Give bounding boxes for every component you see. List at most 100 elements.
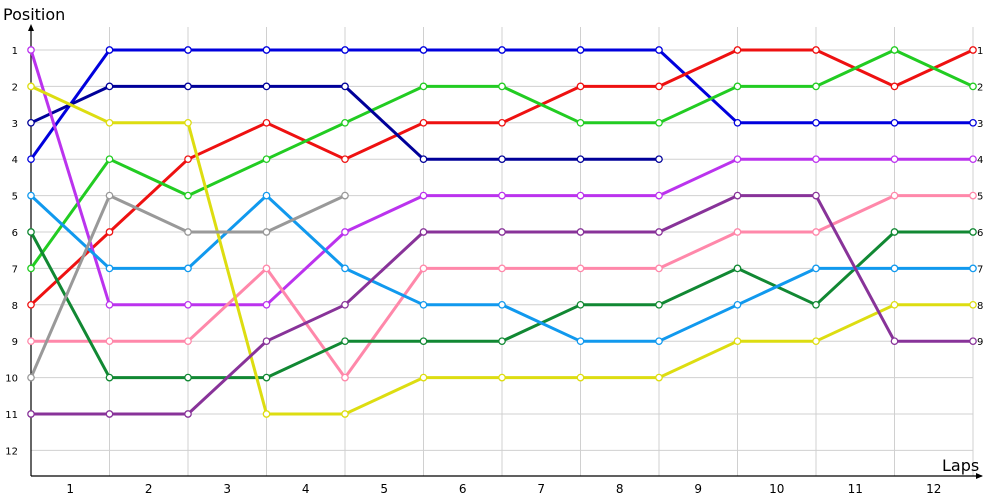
- data-point: [655, 300, 663, 309]
- data-point: [341, 191, 349, 200]
- y-tick-label: 11: [5, 410, 18, 421]
- data-point: [419, 191, 428, 200]
- data-point: [576, 191, 585, 200]
- x-tick-label: 3: [223, 482, 231, 496]
- data-point: [812, 300, 820, 309]
- data-point: [655, 373, 663, 382]
- data-point: [498, 264, 506, 273]
- data-point: [655, 228, 663, 236]
- data-point: [733, 46, 742, 54]
- data-point: [419, 118, 428, 127]
- y-tick-label: 9: [12, 337, 18, 348]
- series: [27, 46, 977, 418]
- data-point: [890, 46, 899, 54]
- data-point: [341, 228, 349, 236]
- data-point: [184, 337, 192, 346]
- data-point: [812, 191, 820, 200]
- data-point: [576, 155, 585, 164]
- right-y-tick-label: 9: [977, 337, 983, 348]
- data-point: [27, 118, 35, 127]
- x-tick-label: 12: [926, 482, 941, 496]
- data-point: [262, 228, 271, 236]
- data-point: [184, 410, 192, 418]
- series-3: [27, 46, 977, 273]
- data-point: [812, 228, 820, 236]
- series-8: [27, 191, 977, 346]
- data-point: [262, 155, 271, 164]
- right-y-tick-label: 4: [977, 155, 983, 166]
- data-point: [27, 337, 35, 346]
- x-tick-label: 10: [769, 482, 784, 496]
- data-point: [341, 82, 349, 91]
- data-point: [969, 155, 977, 164]
- data-point: [812, 155, 820, 164]
- y-tick-label: 8: [12, 301, 18, 312]
- data-point: [576, 82, 585, 91]
- data-point: [419, 228, 428, 236]
- data-point: [262, 410, 271, 418]
- x-tick-label: 8: [616, 482, 624, 496]
- data-point: [733, 264, 742, 273]
- data-point: [969, 264, 977, 273]
- data-point: [341, 410, 349, 418]
- data-point: [105, 82, 114, 91]
- data-point: [812, 46, 820, 54]
- series-4: [27, 82, 663, 164]
- data-point: [890, 82, 899, 91]
- x-tick-label: 1: [66, 482, 74, 496]
- data-point: [655, 264, 663, 273]
- data-point: [184, 300, 192, 309]
- data-point: [419, 155, 428, 164]
- right-y-tick-label: 3: [977, 119, 983, 130]
- data-point: [262, 373, 271, 382]
- data-point: [498, 46, 506, 54]
- x-tick-label: 4: [302, 482, 310, 496]
- data-point: [27, 82, 35, 91]
- data-point: [341, 155, 349, 164]
- y-tick-label: 1: [12, 46, 18, 57]
- data-point: [655, 118, 663, 127]
- data-point: [969, 337, 977, 346]
- data-point: [341, 46, 349, 54]
- data-point: [969, 118, 977, 127]
- data-point: [419, 337, 428, 346]
- data-point: [733, 191, 742, 200]
- data-point: [105, 410, 114, 418]
- series-10: [27, 191, 977, 418]
- data-point: [419, 264, 428, 273]
- data-point: [812, 337, 820, 346]
- x-axis-title: Laps: [942, 456, 979, 475]
- data-point: [890, 300, 899, 309]
- axes: [28, 24, 983, 479]
- data-point: [969, 46, 977, 54]
- x-tick-labels: 1 2 3 4 5 6 7 8 9 10 11 12: [66, 482, 941, 496]
- data-point: [184, 82, 192, 91]
- right-y-tick-label: 2: [977, 82, 983, 93]
- data-point: [105, 118, 114, 127]
- data-point: [105, 191, 114, 200]
- data-point: [733, 155, 742, 164]
- data-point: [262, 46, 271, 54]
- data-point: [105, 300, 114, 309]
- series-1: [27, 46, 977, 164]
- y-tick-label: 7: [12, 264, 18, 275]
- data-point: [812, 82, 820, 91]
- data-point: [733, 300, 742, 309]
- y-tick-label: 12: [5, 446, 18, 457]
- series-7: [27, 228, 977, 382]
- data-point: [341, 264, 349, 273]
- data-point: [576, 118, 585, 127]
- data-point: [419, 46, 428, 54]
- data-point: [262, 191, 271, 200]
- series-5: [27, 46, 977, 309]
- y-tick-label: 6: [12, 228, 18, 239]
- data-point: [262, 82, 271, 91]
- data-point: [576, 46, 585, 54]
- data-point: [27, 228, 35, 236]
- data-point: [341, 337, 349, 346]
- data-point: [184, 46, 192, 54]
- data-point: [890, 155, 899, 164]
- x-tick-label: 11: [848, 482, 863, 496]
